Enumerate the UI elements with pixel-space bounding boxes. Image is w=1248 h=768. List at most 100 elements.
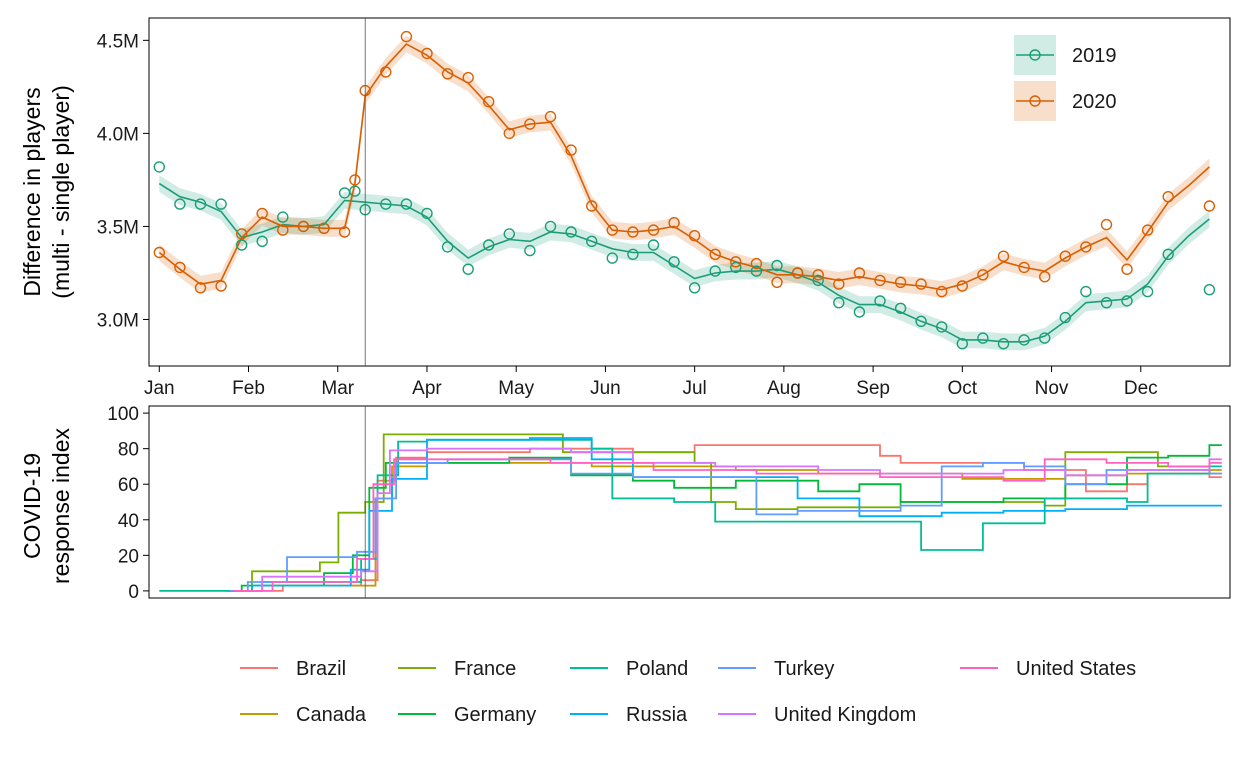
point-2020-1 <box>174 261 186 274</box>
x-tick-label: Jul <box>682 378 706 399</box>
point-2019-21 <box>565 226 577 238</box>
point-2020-7 <box>297 220 310 233</box>
point-2020-25 <box>647 224 660 236</box>
point-2020-50 <box>1162 190 1174 203</box>
point-2020-14 <box>421 47 433 60</box>
legend-label-poland: Poland <box>626 658 688 680</box>
point-2020-29 <box>730 256 742 268</box>
y-tick-label: 20 <box>118 546 139 567</box>
point-2019-44 <box>1038 332 1051 344</box>
band-2020 <box>159 35 1210 299</box>
bottom-y-axis-title-line1: COVID-19 <box>19 453 45 559</box>
point-2019-47 <box>1100 297 1113 309</box>
x-tick-label: Jan <box>144 378 175 399</box>
point-2019-25 <box>647 239 660 251</box>
point-2020-2 <box>194 282 207 294</box>
point-2020-51 <box>1203 200 1216 212</box>
point-2020-26 <box>668 216 680 229</box>
point-2019-49 <box>1141 285 1154 298</box>
top-x-axis-ticks: Jan Feb Mar Apr May Jun Jul Aug Sep Oct Nov Dec <box>144 366 1158 399</box>
point-2019-51 <box>1203 284 1216 296</box>
x-tick-label: Oct <box>948 378 978 399</box>
point-2019-33 <box>812 274 824 287</box>
point-2019-40 <box>956 338 968 350</box>
y-tick-label: 40 <box>118 511 139 532</box>
x-tick-label: Dec <box>1124 378 1158 399</box>
x-tick-label: May <box>498 378 534 399</box>
legend-label-united-states: United States <box>1016 658 1136 680</box>
point-2019-46 <box>1080 285 1092 298</box>
point-2019-3 <box>215 198 227 210</box>
point-2019-2 <box>194 198 207 210</box>
point-2020-17 <box>483 95 495 108</box>
legend-label-2019: 2019 <box>1072 45 1117 67</box>
point-2020-19 <box>524 118 536 130</box>
bottom-panel-frame <box>148 405 1231 599</box>
point-2020-32 <box>791 267 804 279</box>
point-2020-10 <box>349 174 361 186</box>
line-united-states <box>233 458 1222 592</box>
point-2020-47 <box>1100 218 1113 231</box>
x-tick-label: Nov <box>1035 378 1069 399</box>
y-tick-label: 60 <box>118 475 139 496</box>
y-tick-label: 100 <box>107 404 139 425</box>
point-2019-12 <box>380 198 392 210</box>
top-y-axis-title-line2: (multi - single player) <box>48 85 74 298</box>
point-2020-31 <box>771 276 783 288</box>
y-tick-label: 3.5M <box>97 217 139 238</box>
top-series-points <box>153 30 1216 350</box>
point-2020-35 <box>853 267 866 279</box>
point-2019-35 <box>853 306 866 318</box>
legend-label-brazil: Brazil <box>296 658 346 680</box>
point-2020-34 <box>833 278 845 290</box>
line-united-kingdom <box>237 447 1222 592</box>
point-2020-30 <box>750 257 763 270</box>
y-tick-label: 4.5M <box>97 31 139 52</box>
line-2019 <box>158 182 1210 343</box>
line-germany <box>229 444 1222 592</box>
point-2019-42 <box>997 338 1010 350</box>
point-2019-39 <box>936 321 948 333</box>
point-2019-23 <box>606 252 618 264</box>
point-2020-41 <box>977 269 989 281</box>
point-2019-22 <box>586 235 598 248</box>
line-turkey <box>229 458 1222 592</box>
bottom-panel: 0 20 40 60 80 100 COVID-19 response index <box>19 404 1231 603</box>
x-tick-label: Mar <box>321 378 354 399</box>
x-tick-label: Jun <box>590 378 621 399</box>
point-2020-3 <box>215 280 227 292</box>
point-2019-29 <box>730 261 742 274</box>
point-2020-6 <box>277 224 289 236</box>
point-2020-9 <box>338 226 351 238</box>
point-2019-43 <box>1018 334 1030 346</box>
point-2019-26 <box>668 256 680 268</box>
point-2020-8 <box>318 222 330 235</box>
bottom-series-lines <box>159 433 1222 592</box>
legend-key-point-2020 <box>1029 95 1041 107</box>
point-2020-44 <box>1038 271 1051 283</box>
point-2020-48 <box>1121 263 1133 275</box>
x-tick-label: Aug <box>767 378 801 399</box>
point-2020-27 <box>688 229 701 242</box>
bottom-y-axis-title-line2: response index <box>48 428 74 584</box>
x-tick-label: Sep <box>856 378 890 399</box>
point-2020-37 <box>894 276 907 288</box>
point-2020-21 <box>565 144 577 156</box>
top-series-lines <box>158 43 1210 343</box>
line-russia <box>231 437 1222 592</box>
y-tick-label: 4.0M <box>97 124 139 145</box>
legend-label-france: France <box>454 658 516 680</box>
point-2019-16 <box>462 263 474 275</box>
legend-label-turkey: Turkey <box>774 658 834 680</box>
top-confidence-bands <box>159 35 1210 351</box>
point-2019-48 <box>1121 295 1133 307</box>
point-2020-23 <box>606 224 618 236</box>
point-2019-17 <box>483 239 495 251</box>
point-2020-33 <box>812 269 824 281</box>
y-tick-label: 0 <box>128 582 139 603</box>
point-2020-39 <box>936 285 948 298</box>
point-2020-22 <box>586 200 598 212</box>
point-2019-28 <box>709 265 721 277</box>
top-y-axis-title-line1: Difference in players <box>19 87 45 296</box>
